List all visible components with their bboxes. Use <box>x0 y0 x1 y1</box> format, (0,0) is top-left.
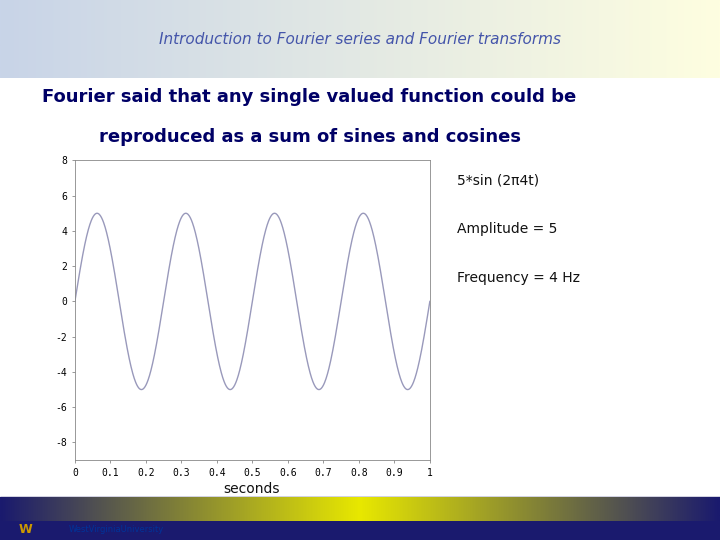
Text: W: W <box>18 523 32 536</box>
Text: Introduction to Fourier series and Fourier transforms: Introduction to Fourier series and Fouri… <box>159 32 561 46</box>
Text: Amplitude = 5: Amplitude = 5 <box>457 222 557 237</box>
Text: Frequency = 4 Hz: Frequency = 4 Hz <box>457 271 580 285</box>
Text: reproduced as a sum of sines and cosines: reproduced as a sum of sines and cosines <box>99 127 521 146</box>
Text: seconds: seconds <box>224 482 280 496</box>
Text: WestVirginiaUniversity: WestVirginiaUniversity <box>68 525 163 534</box>
Text: 5*sin (2π4t): 5*sin (2π4t) <box>457 174 539 188</box>
Text: Fourier said that any single valued function could be: Fourier said that any single valued func… <box>42 87 577 105</box>
